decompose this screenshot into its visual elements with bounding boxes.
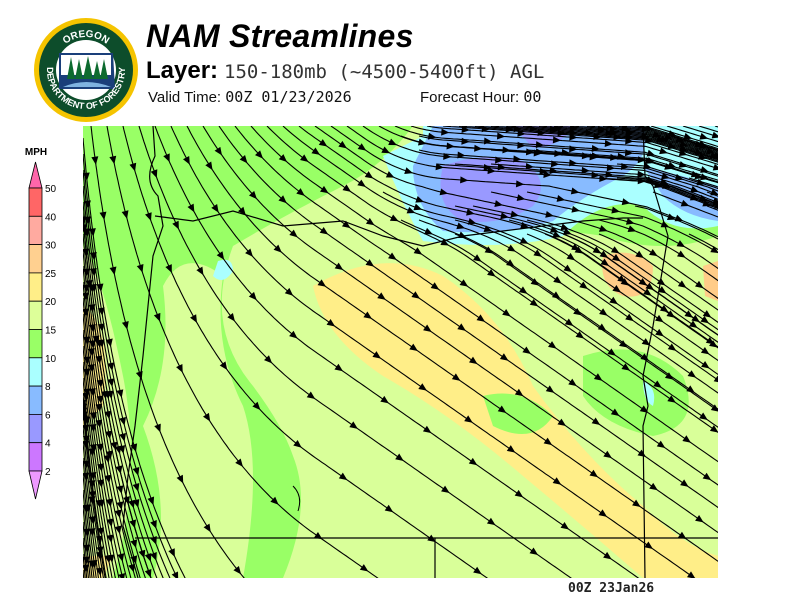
legend-tick-label: 8 (45, 382, 51, 393)
forecast-hour-value: 00 (523, 88, 541, 106)
forecast-hour: Forecast Hour: 00 (420, 88, 541, 106)
legend-tick-label: 50 (45, 184, 57, 195)
legend-swatch (29, 245, 42, 273)
legend-tick-label: 40 (45, 212, 57, 223)
oregon-department-of-forestry-logo: OREGON DEPARTMENT OF FORESTRY (33, 17, 139, 123)
legend-swatch (29, 216, 42, 244)
legend-tick-label: 20 (45, 297, 57, 308)
layer-label: Layer: (146, 57, 218, 84)
valid-time-value: 00Z 01/23/2026 (225, 88, 351, 106)
legend-tick-label: 15 (45, 326, 57, 337)
valid-time: Valid Time: 00Z 01/23/2026 (148, 88, 352, 106)
valid-time-label: Valid Time: (148, 89, 221, 106)
footer-timestamp: 00Z 23Jan26 (568, 581, 654, 596)
legend-swatch (29, 386, 42, 414)
legend-tick-label: 30 (45, 241, 57, 252)
page-title: NAM Streamlines (146, 18, 414, 55)
forecast-hour-label: Forecast Hour: (420, 89, 519, 106)
color-legend: MPH 50 40 30 25 20 15 10 8 6 4 2 (0, 140, 80, 510)
legend-tick-label: 2 (45, 467, 51, 478)
legend-tick-label: 10 (45, 354, 57, 365)
legend-swatch (29, 330, 42, 358)
legend-swatch (29, 358, 42, 386)
legend-bottom-arrow (29, 471, 42, 499)
streamline-map (83, 126, 718, 578)
legend-unit: MPH (25, 147, 47, 158)
legend-swatch (29, 273, 42, 301)
legend-tick-label: 6 (45, 410, 51, 421)
legend-swatch (29, 443, 42, 471)
layer-line: Layer: 150-180mb (~4500-5400ft) AGL (146, 57, 544, 85)
legend-swatch (29, 414, 42, 442)
legend-tick-label: 4 (45, 439, 51, 450)
layer-value: 150-180mb (~4500-5400ft) AGL (224, 61, 544, 83)
legend-swatch (29, 301, 42, 329)
legend-top-arrow (29, 162, 42, 188)
legend-tick-label: 25 (45, 269, 57, 280)
legend-swatch (29, 188, 42, 216)
